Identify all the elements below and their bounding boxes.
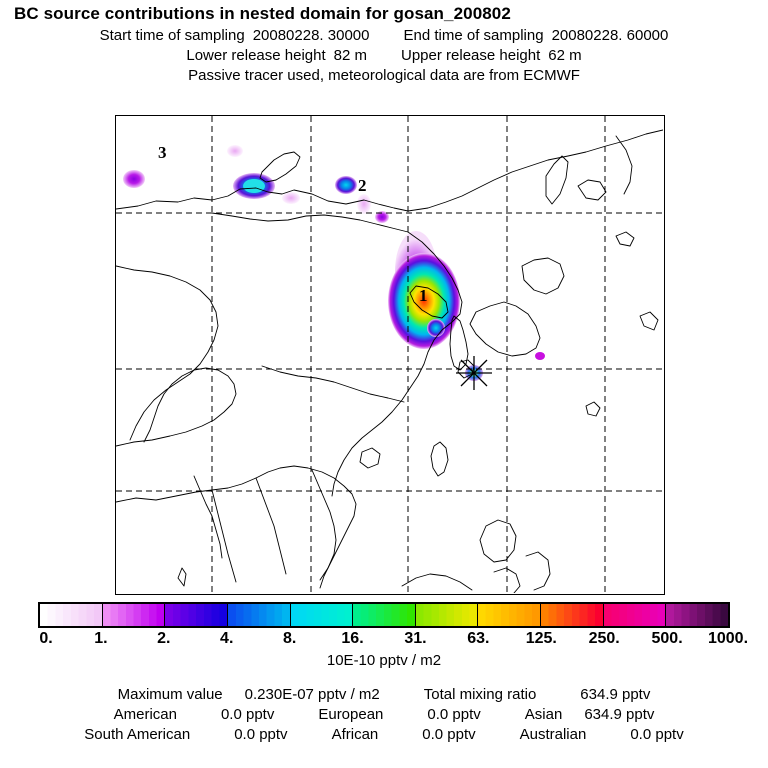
plume-blob-3: [123, 170, 145, 188]
colorbar-tick-1: 1.: [94, 630, 108, 647]
total-mixing-ratio-label: Total mixing ratio: [423, 686, 537, 703]
plume-dot-japan: [535, 352, 545, 360]
region-value-south-american: 0.0 pptv: [234, 726, 288, 743]
colorbar-tick-labels: 0. 1. 2. 4. 8. 16. 31. 63. 125. 250. 500. 1000.: [0, 630, 768, 652]
footer-region-row-2: South American 0.0 pptv African 0.0 pptv Aus…: [0, 726, 768, 743]
header-block: BC source contributions in nested domain…: [0, 0, 768, 84]
end-time-label: End time of sampling: [403, 27, 544, 44]
colorbar-tick-8: 125.: [525, 630, 557, 647]
plume-patch-faint-b: [282, 192, 300, 204]
footer-region-row-1: American 0.0 pptv European 0.0 pptv Asian 634…: [0, 706, 768, 723]
upper-release-height-value: 62 m: [548, 47, 582, 64]
region-value-european: 0.0 pptv: [427, 706, 481, 723]
region-value-american: 0.0 pptv: [220, 706, 275, 723]
release-site-star: [456, 356, 492, 390]
map-label-1: 1: [419, 286, 428, 305]
lower-release-height-label: Lower release height: [186, 47, 326, 64]
colorbar-tick-5: 16.: [341, 630, 364, 647]
region-value-asian: 634.9 pptv: [584, 706, 655, 723]
colorbar-tick-11: 1000.: [707, 630, 749, 647]
map-label-3: 3: [158, 143, 167, 162]
start-time-label: Start time of sampling: [99, 27, 245, 44]
plume-patch-faint-d: [375, 211, 389, 223]
end-time-value: 20080228. 60000: [551, 27, 669, 44]
colorbar-tick-3: 4.: [220, 630, 234, 647]
maximum-value: 0.230E-07 pptv / m2: [244, 686, 380, 703]
region-name-american: American: [113, 706, 177, 723]
colorbar-tick-4: 8.: [282, 630, 297, 647]
plume-blob-2: [335, 176, 357, 194]
plume-concentration-layer: [123, 145, 545, 390]
region-name-south-american: South American: [84, 726, 191, 743]
colorbar-unit-label: 10E-10 pptv / m2: [326, 652, 442, 669]
map-panel[interactable]: 1 2 3: [115, 115, 665, 595]
colorbar-segment: [40, 604, 103, 626]
maximum-value-label: Maximum value: [117, 686, 223, 703]
colorbar-segment: [666, 604, 729, 626]
colorbar-tick-7: 63.: [467, 630, 490, 647]
tracer-note: Passive tracer used, meteorological data…: [188, 67, 580, 84]
colorbar-segment: [165, 604, 228, 626]
plume-patch-faint-a: [227, 145, 243, 157]
region-name-european: European: [318, 706, 384, 723]
footer-summary-line: Maximum value 0.230E-07 pptv / m2 Total mi…: [0, 686, 768, 703]
colorbar-segment: [102, 604, 166, 626]
colorbar-segment: [227, 604, 291, 626]
colorbar-tick-10: 500.: [651, 630, 683, 647]
colorbar-wrap: [38, 602, 730, 628]
colorbar-tick-9: 250.: [588, 630, 620, 647]
map-label-2: 2: [358, 176, 367, 195]
colorbar[interactable]: [38, 602, 730, 628]
region-value-australian: 0.0 pptv: [630, 726, 684, 743]
colorbar-segment: [353, 604, 416, 626]
total-mixing-ratio-value: 634.9 pptv: [580, 686, 651, 703]
colorbar-tick-2: 2.: [157, 630, 171, 647]
region-name-asian: Asian: [524, 706, 563, 723]
coastline-paths: [116, 129, 663, 593]
graticule: [116, 116, 663, 593]
region-name-african: African: [331, 726, 379, 743]
colorbar-tick-6: 31.: [404, 630, 427, 647]
map-coastlines-and-grid: [116, 116, 663, 593]
release-height-line: Lower release height 82 m Upper release he…: [0, 47, 768, 64]
page-title: BC source contributions in nested domain…: [14, 4, 511, 23]
colorbar-segment: [290, 604, 354, 626]
region-value-african: 0.0 pptv: [422, 726, 476, 743]
sampling-time-line: Start time of sampling 20080228. 30000 End…: [0, 27, 768, 44]
colorbar-segment: [415, 604, 479, 626]
plume-patch-faint-c: [357, 194, 371, 214]
region-name-australian: Australian: [519, 726, 587, 743]
upper-release-height-label: Upper release height: [401, 47, 541, 64]
lower-release-height-value: 82 m: [333, 47, 367, 64]
start-time-value: 20080228. 30000: [252, 27, 370, 44]
colorbar-segment: [603, 604, 667, 626]
colorbar-segment: [541, 604, 604, 626]
footer-stats: Maximum value 0.230E-07 pptv / m2 Total mi…: [0, 686, 768, 746]
colorbar-segment: [478, 604, 542, 626]
colorbar-tick-0: 0.: [39, 630, 53, 647]
